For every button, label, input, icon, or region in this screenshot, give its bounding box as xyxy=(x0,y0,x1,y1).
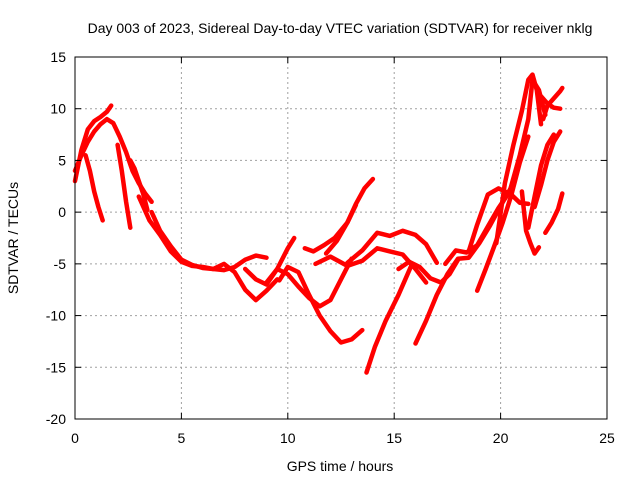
series-arc-7 xyxy=(136,194,280,303)
y-tick-label: -15 xyxy=(46,359,66,375)
axis-ticks: 0 5 10 15 20 25 -20 -15 -10 -5 0 5 10 15 xyxy=(46,49,615,446)
series-arc-21 xyxy=(474,134,531,293)
chart-title: Day 003 of 2023, Sidereal Day-to-day VTE… xyxy=(88,20,593,36)
series-arc-10 xyxy=(264,256,354,309)
series-arc-4 xyxy=(115,142,133,230)
x-tick-label: 20 xyxy=(493,430,509,446)
y-tick-label: -20 xyxy=(46,411,66,427)
x-tick-label: 0 xyxy=(71,430,79,446)
y-tick-label: 10 xyxy=(50,101,66,117)
x-axis-label: GPS time / hours xyxy=(287,458,394,474)
series-arc-1 xyxy=(72,103,114,184)
y-tick-label: -5 xyxy=(54,256,67,272)
series-arc-5 xyxy=(128,158,150,213)
y-axis-label: SDTVAR / TECUs xyxy=(5,182,21,294)
series-arc-12 xyxy=(323,176,376,256)
data-series xyxy=(72,72,565,375)
y-tick-label: 0 xyxy=(58,204,66,220)
series-arc-26 xyxy=(543,191,565,236)
series-arc-23 xyxy=(532,129,563,210)
y-tick-label: 15 xyxy=(50,49,66,65)
series-arc-22 xyxy=(519,189,542,256)
series-arc-27 xyxy=(526,132,557,230)
plot-frame xyxy=(74,56,608,420)
y-tick-label: 5 xyxy=(58,152,66,168)
x-tick-label: 10 xyxy=(280,430,296,446)
series-arc-15 xyxy=(364,263,414,375)
y-tick-label: -10 xyxy=(46,308,66,324)
series-arc-14 xyxy=(345,228,440,266)
series-arc-20 xyxy=(494,72,544,246)
series-arc-9 xyxy=(277,264,365,345)
x-tick-label: 15 xyxy=(386,430,402,446)
x-tick-label: 25 xyxy=(599,430,615,446)
series-arc-18 xyxy=(443,190,531,267)
series-arc-25 xyxy=(538,94,563,111)
series-arc-3 xyxy=(83,153,105,223)
series-arc-6 xyxy=(149,209,269,273)
series-arc-24 xyxy=(540,85,565,122)
x-tick-label: 5 xyxy=(178,430,186,446)
